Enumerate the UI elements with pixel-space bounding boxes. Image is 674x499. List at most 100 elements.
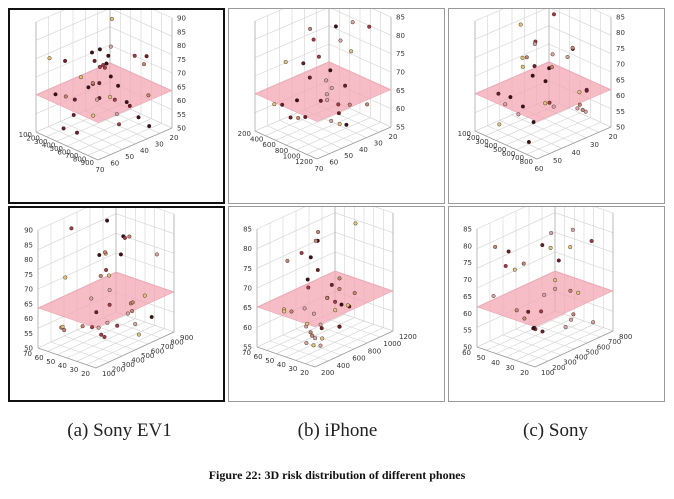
data-point bbox=[62, 328, 67, 333]
data-point bbox=[568, 288, 573, 293]
data-point bbox=[61, 126, 66, 131]
data-point bbox=[556, 258, 561, 263]
b-tick-label: 50 bbox=[344, 152, 353, 160]
a-tick-label: 600 bbox=[597, 343, 610, 351]
z-tick-label: 75 bbox=[243, 265, 252, 273]
data-point bbox=[575, 106, 580, 111]
data-point bbox=[60, 324, 65, 329]
data-point bbox=[272, 102, 277, 107]
data-point bbox=[512, 267, 517, 272]
data-point bbox=[311, 311, 316, 316]
data-point bbox=[108, 94, 113, 99]
data-point bbox=[105, 320, 110, 325]
z-tick-label: 75 bbox=[177, 56, 186, 64]
data-point bbox=[92, 58, 97, 63]
data-point bbox=[288, 115, 293, 120]
data-point bbox=[78, 75, 83, 80]
data-point bbox=[301, 61, 306, 66]
threshold-plane bbox=[35, 62, 173, 123]
z-tick-label: 65 bbox=[177, 83, 186, 91]
z-tick-label: 70 bbox=[24, 286, 33, 294]
data-point bbox=[514, 308, 519, 313]
data-point bbox=[91, 113, 96, 118]
data-point bbox=[325, 295, 330, 300]
data-point bbox=[530, 73, 535, 78]
data-point bbox=[294, 98, 299, 103]
z-tick-label: 80 bbox=[177, 42, 186, 50]
a-tick-label: 200 bbox=[467, 134, 480, 142]
z-tick-label: 85 bbox=[616, 14, 625, 22]
z-tick-label: 55 bbox=[177, 111, 186, 119]
z-tick-label: 50 bbox=[463, 344, 472, 352]
data-point bbox=[313, 238, 318, 243]
data-point bbox=[72, 97, 77, 102]
data-point bbox=[311, 343, 316, 348]
data-point bbox=[503, 102, 508, 107]
data-point bbox=[136, 115, 141, 120]
threshold-plane bbox=[476, 270, 614, 328]
a-tick-label: 300 bbox=[34, 138, 47, 146]
data-point bbox=[508, 95, 513, 100]
b-tick-label: 40 bbox=[491, 359, 500, 367]
data-point bbox=[116, 83, 121, 88]
data-point bbox=[503, 264, 508, 269]
b-tick-label: 50 bbox=[265, 357, 274, 365]
a-tick-label: 400 bbox=[131, 357, 144, 365]
b-tick-label: 60 bbox=[110, 160, 119, 168]
data-point bbox=[526, 139, 531, 144]
data-point bbox=[302, 306, 307, 311]
data-point bbox=[63, 275, 68, 280]
b-tick-label: 40 bbox=[572, 149, 581, 157]
z-tick-label: 65 bbox=[243, 304, 252, 312]
data-point bbox=[339, 302, 344, 307]
data-point bbox=[107, 288, 112, 293]
data-point bbox=[539, 309, 544, 314]
z-tick-label: 65 bbox=[463, 293, 472, 301]
data-point bbox=[491, 293, 496, 298]
data-point bbox=[308, 330, 313, 335]
data-point bbox=[104, 61, 109, 66]
data-point bbox=[320, 336, 325, 341]
data-point bbox=[63, 94, 68, 99]
a-tick-label: 800 bbox=[368, 347, 381, 355]
z-tick-label: 55 bbox=[24, 330, 33, 338]
data-point bbox=[543, 101, 548, 106]
data-point bbox=[124, 100, 129, 105]
b-tick-label: 60 bbox=[462, 349, 471, 357]
z-tick-label: 75 bbox=[616, 45, 625, 53]
data-point bbox=[63, 58, 68, 63]
a-tick-label: 500 bbox=[141, 352, 154, 360]
z-tick-label: 55 bbox=[396, 124, 405, 132]
z-tick-label: 60 bbox=[463, 310, 472, 318]
scatter-points bbox=[491, 227, 596, 334]
data-point bbox=[108, 74, 113, 79]
data-point bbox=[96, 325, 101, 330]
data-point bbox=[518, 22, 523, 27]
z-tick-label: 85 bbox=[24, 241, 33, 249]
data-point bbox=[542, 292, 547, 297]
data-point bbox=[540, 329, 545, 334]
data-point bbox=[97, 253, 102, 258]
z-tick-label: 65 bbox=[616, 76, 625, 84]
a-tick-label: 600 bbox=[352, 355, 365, 363]
z-tick-label: 55 bbox=[463, 327, 472, 335]
z-tick-label: 60 bbox=[177, 97, 186, 105]
data-point bbox=[343, 83, 348, 88]
data-point bbox=[107, 302, 112, 307]
data-point bbox=[299, 251, 304, 256]
data-point bbox=[516, 112, 521, 117]
data-point bbox=[141, 62, 146, 67]
data-point bbox=[318, 322, 323, 327]
z-tick-label: 85 bbox=[243, 226, 252, 234]
data-point bbox=[136, 332, 141, 337]
z-tick-label: 50 bbox=[616, 124, 625, 132]
data-point bbox=[313, 336, 318, 341]
a-tick-label: 400 bbox=[42, 142, 55, 150]
data-point bbox=[115, 323, 120, 328]
a-tick-label: 300 bbox=[563, 359, 576, 367]
a-tick-label: 200 bbox=[26, 135, 39, 143]
data-point bbox=[324, 78, 329, 83]
data-point bbox=[130, 309, 135, 314]
data-point bbox=[74, 130, 79, 135]
data-point bbox=[125, 311, 130, 316]
